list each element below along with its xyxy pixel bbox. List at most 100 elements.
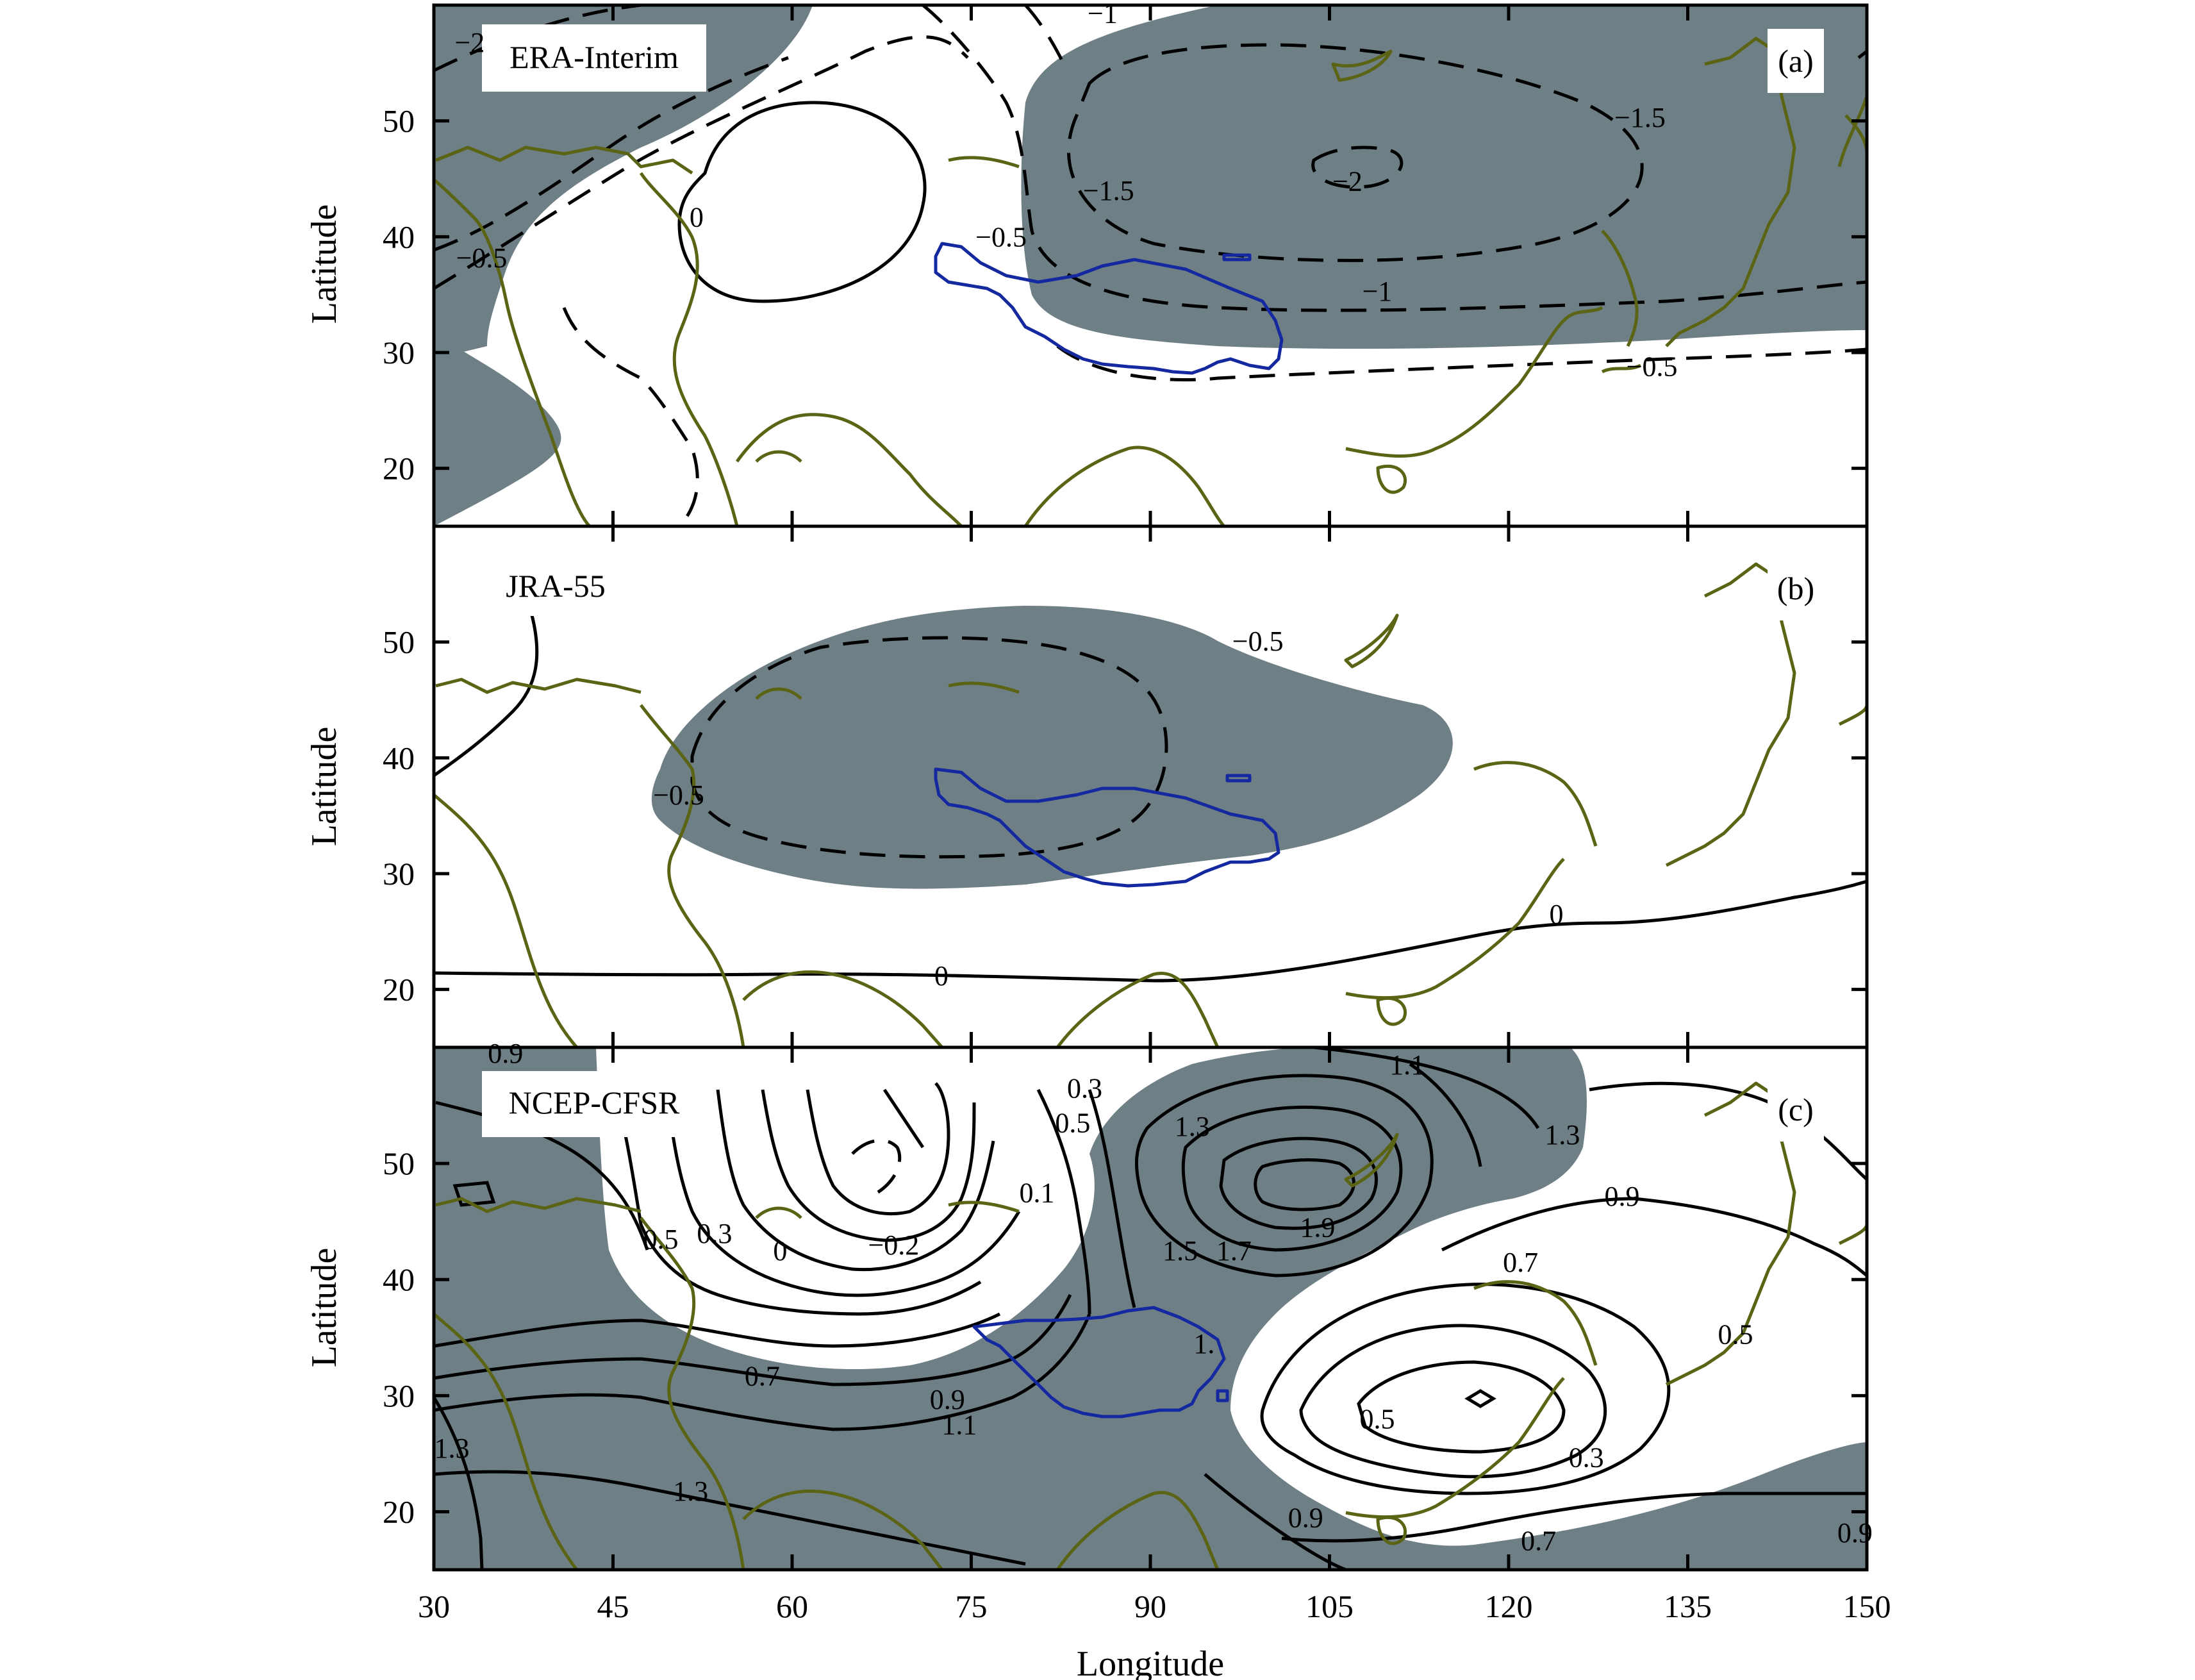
coast-b-13: [1838, 704, 1867, 726]
contour-label-c-22: 0.3: [1569, 1442, 1604, 1473]
contour-a-3: [434, 35, 969, 290]
contour-labels-c: 0.9 0.3 0.5 0.1 1.3 1.1 1.3 0.9 1.9 1.7 1.5 −0.2 0 0.…: [434, 1038, 1872, 1557]
contour-c-0.3ring: [1299, 1324, 1607, 1479]
coast-a-4: [735, 413, 963, 526]
contour-label-c-7: 0.9: [1605, 1181, 1640, 1212]
contour-a-5: [922, 5, 1867, 312]
coast-a-3: [639, 172, 739, 526]
contour-c-ring-4: [1254, 1158, 1355, 1211]
contour-b-0-lower: [434, 879, 1867, 983]
contour-a-7: [1311, 146, 1404, 189]
contour-c-1.3left: [434, 1396, 484, 1570]
xtick-label-135: 135: [1664, 1588, 1712, 1624]
contour-label-c-3: 0.1: [1019, 1177, 1054, 1208]
y-axis-label-c: Latitude: [304, 1248, 344, 1368]
contour-label-c-1: 0.3: [1067, 1072, 1102, 1104]
coast-c-7: [1376, 1515, 1407, 1545]
contour-a-8: [562, 307, 699, 526]
xtick-label-150: 150: [1843, 1588, 1891, 1624]
contour-c-0.9right: [1589, 1081, 1867, 1181]
contour-a-4: [434, 56, 789, 252]
coast-c-11: [948, 1201, 1020, 1213]
contour-c-1.1b: [1036, 1088, 1091, 1315]
coast-c-3: [640, 1217, 745, 1570]
ytick-label-c-30: 30: [383, 1377, 415, 1413]
coast-b-7: [1376, 996, 1407, 1026]
letter-box-b: [1768, 556, 1824, 620]
contour-label-c-25: 0.7: [1521, 1526, 1556, 1557]
coast-a-7: [1376, 464, 1407, 494]
contour-c-0.7a: [613, 1089, 982, 1316]
coast-c-12: [755, 1206, 802, 1219]
panel-letter-c: (c): [1778, 1092, 1814, 1127]
coast-a-6: [1345, 306, 1603, 458]
panel-c: NCEP-CFSR (c) 0.90.30.50.11.31.11.30.91.…: [432, 1038, 1873, 1572]
coast-c-10: [1344, 1133, 1399, 1188]
contour-label-c-26: 0.9: [1837, 1517, 1873, 1549]
contour-label-c-21: 0.5: [1360, 1404, 1395, 1435]
tibet-outline-b: [934, 767, 1280, 888]
xtick-label-90: 90: [1134, 1588, 1166, 1624]
contour-c-0.9low: [1204, 1473, 1346, 1570]
ytick-label-b-50: 50: [383, 624, 415, 660]
contour-label-a-9: −0.5: [1627, 351, 1678, 383]
panel-letter-a: (a): [1778, 43, 1814, 79]
contour-label-a-0: −2: [454, 27, 485, 58]
contour-label-c-0: 0.9: [488, 1038, 523, 1069]
coast-b-12: [755, 687, 802, 700]
contour-label-c-23: 1.3: [673, 1476, 708, 1507]
contour-label-c-16: 0.7: [745, 1361, 780, 1392]
contour-label-a-2: 0: [690, 202, 704, 233]
contour-label-a-6: −1.5: [1614, 102, 1666, 133]
coast-c-6: [1345, 1377, 1565, 1519]
tibet-spot-a: [1222, 253, 1252, 262]
coast-b-5: [1056, 972, 1220, 1047]
contour-c-0.3: [716, 1089, 995, 1272]
coast-b-2: [435, 678, 642, 694]
letter-box-c: [1768, 1077, 1824, 1142]
coast-c-2: [435, 1197, 642, 1213]
x-axis-label: Longitude: [1077, 1644, 1224, 1680]
label-box-a: [482, 24, 706, 92]
coast-c-4: [742, 1489, 943, 1570]
contour-label-b-0: −0.5: [1232, 626, 1284, 657]
shade-b: [651, 606, 1453, 889]
contour-label-b-1: −0.5: [653, 779, 704, 811]
contour-c-0.7b: [434, 1312, 1001, 1348]
tibet-spot-b: [1225, 774, 1252, 783]
contour-label-c-6: 1.3: [1545, 1119, 1580, 1151]
label-box-b: [482, 555, 629, 616]
contour-label-c-9: 1.7: [1216, 1235, 1252, 1267]
contour-label-c-18: 1.1: [941, 1410, 977, 1441]
xtick-label-75: 75: [956, 1588, 988, 1624]
panel-title-b: JRA-55: [506, 568, 606, 604]
ytick-label-c-50: 50: [383, 1145, 415, 1181]
ytick-label-a-50: 50: [383, 103, 415, 139]
coast-a-1: [434, 178, 591, 526]
contour-c-0.5: [665, 1089, 1021, 1297]
tibet-spot-c: [1216, 1389, 1229, 1402]
xtick-label-105: 105: [1305, 1588, 1354, 1624]
contour-label-c-10: 1.5: [1163, 1235, 1198, 1267]
contour-c-1.1top: [1313, 1047, 1540, 1129]
ytick-label-b-40: 40: [383, 740, 415, 776]
contour-label-c-19: 1.: [1193, 1328, 1214, 1360]
contour-a-1: [1024, 5, 1066, 65]
contour-c-0.0: [806, 1082, 950, 1216]
contour-label-b-3: 0: [934, 960, 948, 992]
contour-c-1.1: [434, 1313, 1091, 1431]
contour-c-0.1ring: [1357, 1360, 1566, 1454]
contour-c-1.3top: [1409, 1062, 1482, 1167]
contour-c-mid-1: [882, 1088, 925, 1149]
ytick-label-b-30: 30: [383, 856, 415, 892]
contour-label-c-11: −0.2: [868, 1229, 919, 1261]
coast-c-1: [434, 1313, 578, 1570]
xtick-label-60: 60: [776, 1588, 808, 1624]
panel-title-a: ERA-Interim: [509, 39, 679, 75]
contour-c-0.7right: [1441, 1197, 1867, 1277]
contour-label-a-4: −0.5: [975, 221, 1027, 253]
contour-label-c-24: 0.9: [1288, 1502, 1323, 1534]
coast-a-8: [1665, 37, 1796, 347]
contour-label-c-20: 0.5: [1718, 1318, 1753, 1350]
